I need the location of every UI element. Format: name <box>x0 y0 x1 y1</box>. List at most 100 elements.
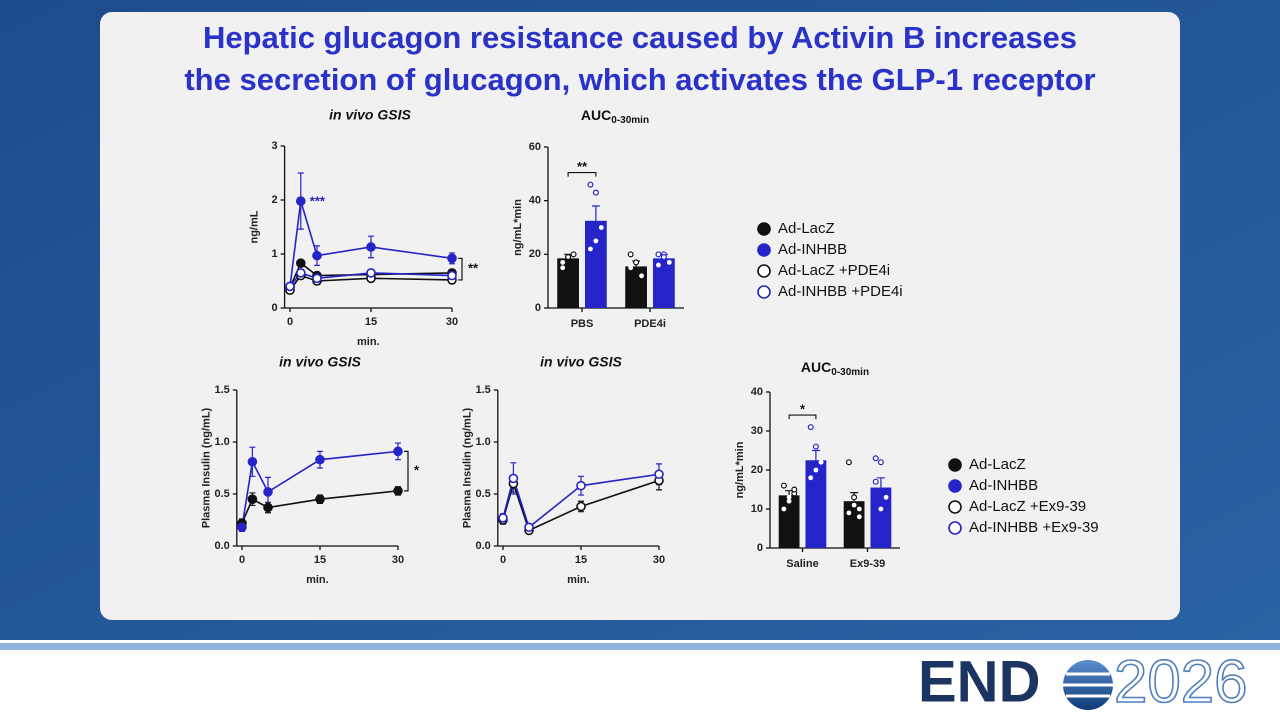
legend-label: Ad-INHBB +Ex9-39 <box>969 519 1099 536</box>
y-tick-label: 20 <box>529 248 541 260</box>
legend-label: Ad-INHBB +PDE4i <box>778 283 903 300</box>
y-tick-label: 60 <box>529 141 541 153</box>
x-tick-label: 0 <box>239 554 245 566</box>
data-point <box>878 506 884 512</box>
slide-title: the secretion of glucagon, which activat… <box>184 62 1095 97</box>
data-point <box>856 514 862 520</box>
y-tick-label: 0.0 <box>215 540 230 552</box>
marker <box>948 458 962 472</box>
marker <box>263 502 273 513</box>
data-point <box>786 494 792 500</box>
data-point <box>593 238 599 244</box>
y-tick-label: 0 <box>535 302 541 314</box>
data-point <box>560 265 566 271</box>
y-tick-label: 0.0 <box>476 540 491 552</box>
data-point <box>818 459 824 465</box>
y-tick-label: 1.5 <box>476 384 491 396</box>
bar <box>585 220 607 308</box>
marker <box>447 270 457 281</box>
data-point-outline <box>592 189 599 196</box>
data-point-outline <box>627 251 634 258</box>
y-tick-label: 0 <box>757 542 763 554</box>
x-tick-label: 30 <box>653 554 665 566</box>
y-tick-label: 40 <box>751 386 763 398</box>
data-point-outline <box>872 478 879 485</box>
chart-title-subscript: 0-30min <box>831 367 869 378</box>
data-point <box>786 498 792 504</box>
bracket <box>458 257 463 281</box>
y-tick-label: 0 <box>271 302 277 314</box>
marker <box>498 513 508 523</box>
marker <box>576 480 586 491</box>
x-axis-label: min. <box>357 336 380 348</box>
marker <box>948 479 962 493</box>
marker <box>247 456 258 467</box>
marker <box>366 268 376 278</box>
chart-title: in vivo GSIS <box>329 107 411 123</box>
y-tick-label: 1.0 <box>215 436 230 448</box>
marker <box>757 264 771 278</box>
marker <box>757 243 771 257</box>
data-point-outline <box>807 424 814 431</box>
marker <box>393 446 403 457</box>
data-point <box>666 259 672 265</box>
y-axis-label: ng/mL*min <box>734 441 746 498</box>
marker <box>447 253 457 264</box>
x-tick-label: 15 <box>365 316 377 328</box>
legend-label: Ad-INHBB <box>969 477 1038 494</box>
data-point-outline <box>877 459 884 466</box>
x-tick-label: 15 <box>575 554 587 566</box>
marker <box>315 454 325 465</box>
y-axis-label: Plasma Insulin (ng/mL) <box>462 407 474 528</box>
marker <box>295 258 306 268</box>
x-tick-label: 0 <box>287 316 293 328</box>
legend-label: Ad-LacZ +PDE4i <box>778 262 890 279</box>
error-bar <box>591 205 600 221</box>
data-point-outline <box>791 486 798 493</box>
data-point <box>656 262 661 268</box>
x-tick-label: 30 <box>392 554 404 566</box>
marker <box>757 285 771 299</box>
data-point-outline <box>570 251 577 258</box>
data-point <box>846 510 852 516</box>
bar <box>805 460 827 548</box>
x-tick-label: PBS <box>571 318 594 330</box>
legend-label: Ad-LacZ +Ex9-39 <box>969 498 1086 515</box>
marker <box>312 273 322 284</box>
bar <box>870 487 892 548</box>
data-point-outline <box>587 181 594 188</box>
bracket <box>788 414 817 420</box>
error-bar <box>811 449 820 461</box>
data-point <box>781 506 787 512</box>
data-point <box>856 506 862 512</box>
x-tick-label: Ex9-39 <box>850 558 885 570</box>
data-point-outline <box>633 259 640 266</box>
marker <box>757 222 771 236</box>
data-point-outline <box>780 482 787 489</box>
bracket <box>404 450 409 492</box>
logo-year: 2026 <box>1114 648 1247 715</box>
data-point <box>808 475 814 481</box>
x-tick-label: PDE4i <box>634 318 666 330</box>
data-point <box>560 259 566 265</box>
significance: *** <box>310 194 326 209</box>
data-point-outline <box>812 443 819 450</box>
legend-label: Ad-INHBB <box>778 241 847 258</box>
y-axis-label: Plasma Insulin (ng/mL) <box>201 407 213 528</box>
chart-title-subscript: 0-30min <box>611 115 649 126</box>
marker <box>263 487 273 497</box>
data-point-outline <box>660 254 667 261</box>
marker <box>312 250 322 261</box>
y-tick-label: 0.5 <box>215 488 230 500</box>
y-tick-label: 10 <box>751 503 763 515</box>
data-point <box>588 246 593 252</box>
significance: ** <box>577 159 588 174</box>
data-point <box>639 273 644 279</box>
x-axis-label: min. <box>567 574 590 586</box>
data-point-outline <box>655 251 662 258</box>
marker <box>247 494 258 505</box>
logo-globe-lines <box>1063 672 1113 698</box>
data-point-outline <box>851 494 858 501</box>
footer-stripe <box>0 643 1280 650</box>
